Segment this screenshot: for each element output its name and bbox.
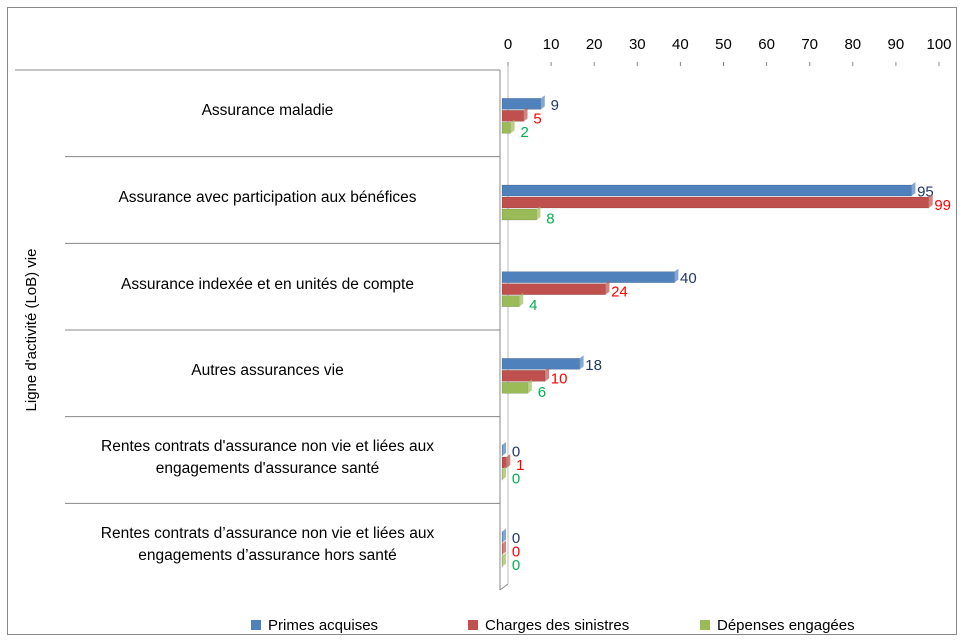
value-label: 4	[529, 297, 537, 314]
bar	[501, 295, 520, 307]
x-tick-label: 40	[672, 36, 689, 53]
legend-swatch	[251, 620, 261, 630]
value-label: 0	[512, 470, 520, 487]
bar	[501, 370, 546, 382]
legend-label: Primes acquises	[268, 617, 378, 634]
value-label: 10	[551, 370, 568, 387]
value-label: 1	[516, 457, 524, 474]
x-tick-label: 20	[586, 36, 603, 53]
value-label: 18	[585, 357, 602, 374]
y-tick-label: Assurance maladie	[201, 102, 334, 120]
value-label: 0	[512, 544, 520, 561]
bar-side	[506, 454, 511, 468]
bar-side	[536, 206, 541, 220]
y-tick-label: Autres assurances vie	[191, 362, 344, 380]
bar-side	[545, 367, 550, 382]
bar	[501, 196, 929, 209]
legend-label: Dépenses engagées	[717, 617, 855, 634]
bar-side	[579, 355, 584, 370]
bar	[501, 122, 511, 134]
bar-side	[502, 540, 506, 555]
x-tick-label: 30	[629, 36, 646, 53]
x-tick-label: 90	[888, 36, 905, 53]
x-tick-label: 100	[926, 36, 951, 53]
x-tick-label: 70	[801, 36, 818, 53]
x-tick-label: 50	[715, 36, 732, 53]
bar	[501, 208, 537, 221]
y-tick-label: Assurance avec participation aux bénéfic…	[118, 189, 417, 206]
legend-label: Charges des sinistres	[485, 617, 629, 634]
x-tick-label: 80	[844, 36, 861, 53]
bar-side	[510, 119, 515, 134]
bar	[501, 184, 912, 197]
value-label: 95	[917, 183, 934, 200]
x-tick-label: 10	[543, 36, 560, 53]
y-axis-title: Ligne d'activité (LoB) vie	[23, 249, 40, 412]
value-label: 40	[680, 270, 697, 287]
bar	[501, 283, 606, 295]
x-tick-label: 60	[758, 36, 775, 53]
bar-side	[928, 194, 933, 208]
bar	[501, 358, 580, 370]
axis-floor	[499, 583, 509, 591]
bar	[501, 98, 542, 110]
value-label: 9	[551, 97, 559, 114]
value-label: 0	[512, 443, 520, 460]
bar	[501, 382, 529, 394]
y-tick-label: Assurance indexée et en unités de compte	[121, 275, 414, 293]
bar-side	[502, 552, 506, 567]
value-label: 0	[512, 530, 520, 547]
legend-swatch	[700, 620, 710, 630]
bar-side	[540, 95, 545, 110]
bar-side	[674, 268, 679, 283]
value-label: 99	[934, 197, 951, 214]
value-label: 0	[512, 557, 520, 574]
bar-side	[502, 466, 506, 480]
x-tick-label: 0	[504, 36, 512, 53]
bar-side	[502, 528, 506, 543]
value-label: 24	[611, 284, 628, 301]
bar-side	[527, 379, 532, 394]
value-label: 6	[538, 384, 546, 401]
bar-side	[519, 292, 524, 307]
chart-border	[7, 7, 957, 635]
bar-side	[523, 107, 528, 122]
y-tick-label: Rentes contrats d’assurance non vie et l…	[100, 524, 435, 564]
bar	[501, 271, 675, 283]
bar-side	[911, 182, 916, 196]
legend-swatch	[468, 620, 478, 630]
value-label: 8	[546, 210, 554, 227]
bar-side	[502, 442, 506, 456]
value-label: 2	[520, 124, 528, 141]
bar	[501, 110, 524, 122]
y-tick-label: Rentes contrats d'assurance non vie et l…	[101, 438, 434, 477]
bar-side	[605, 280, 610, 295]
value-label: 5	[533, 110, 541, 127]
